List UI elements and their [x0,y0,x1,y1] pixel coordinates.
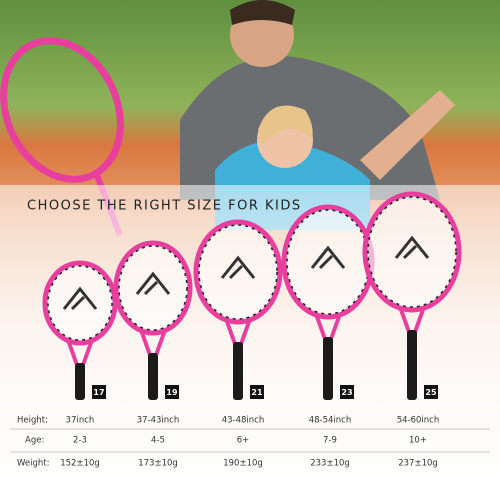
racket-trim [198,224,278,320]
racket-grip [75,363,85,400]
row-label: Age: [25,436,44,446]
logo [62,286,98,311]
cell: 2-3 [73,436,87,446]
racket: 25 [362,191,462,400]
size-label: 21 [251,388,263,397]
cell: 48-54inch [309,416,352,426]
logo [394,235,430,260]
cell: 237±10g [398,459,438,469]
racket-frame [42,260,118,346]
cell: 10+ [409,436,427,446]
cell: 233±10g [310,459,350,469]
racket-grip [323,337,333,400]
size-badge [424,385,438,399]
cell: 43-48inch [222,416,265,426]
cell: 37-43inch [137,416,180,426]
cell: 6+ [237,436,250,446]
size-label: 19 [166,388,178,397]
racket-trim [367,196,457,308]
size-label: 17 [93,388,104,397]
logo [220,255,256,280]
racket-trim [47,265,113,341]
row-label: Height: [17,416,48,426]
cell: 54-60inch [397,416,440,426]
racket-frame [113,240,193,336]
racket: 19 [113,240,193,400]
size-badge [92,385,106,399]
racket-grip [233,342,243,400]
size-label: 23 [341,388,352,397]
racket: 17 [42,260,118,400]
racket-trim [118,245,188,331]
racket-frame [362,191,462,313]
racket: 21 [193,219,283,400]
size-badge [250,385,264,399]
racket-grip [407,330,417,400]
logo [135,271,171,296]
cell: 190±10g [223,459,263,469]
cell: 4-5 [151,436,165,446]
title: CHOOSE THE RIGHT SIZE FOR KIDS [27,199,302,214]
racket-grip [148,353,158,400]
racket-frame [193,219,283,325]
logo [310,245,346,270]
size-badge [340,385,354,399]
cell: 37inch [66,416,95,426]
size-label: 25 [425,388,437,397]
cell: 173±10g [138,459,178,469]
cell: 152±10g [60,459,100,469]
size-badge [165,385,179,399]
row-label: Weight: [17,459,49,469]
cell: 7-9 [323,436,337,446]
